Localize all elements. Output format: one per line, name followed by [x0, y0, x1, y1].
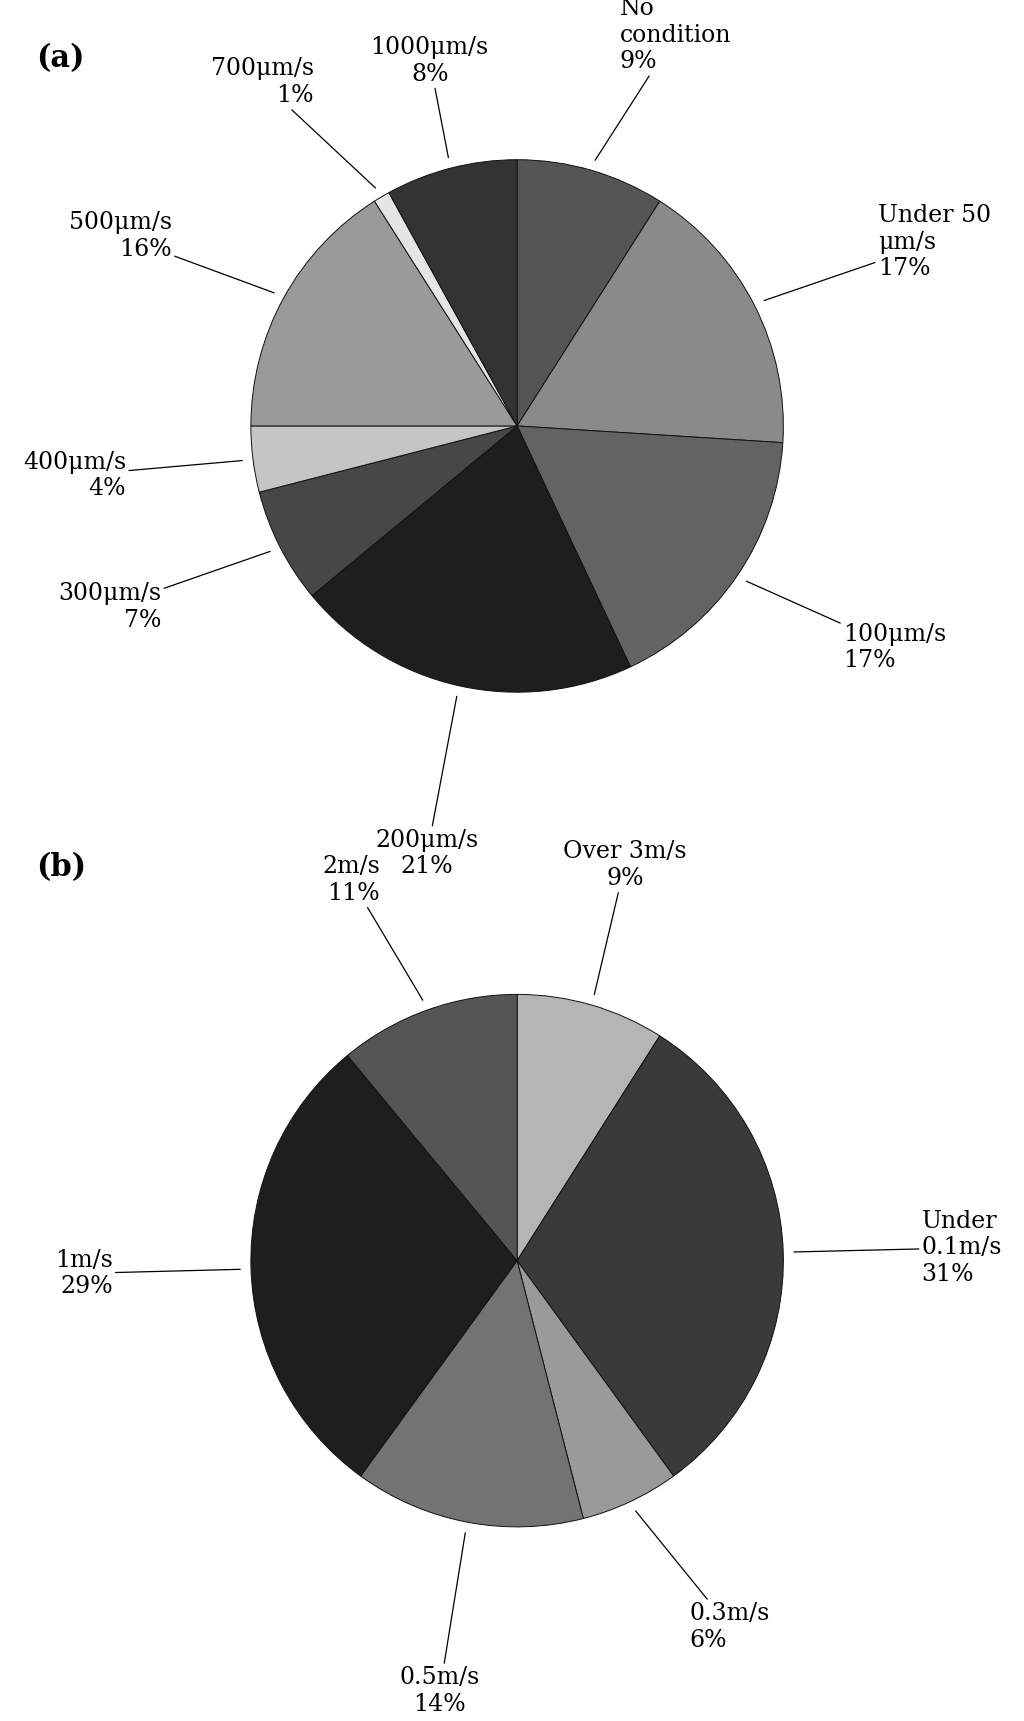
- Wedge shape: [517, 1260, 674, 1518]
- Wedge shape: [251, 1055, 517, 1477]
- Text: 400μm/s
4%: 400μm/s 4%: [23, 451, 243, 501]
- Text: 100μm/s
17%: 100μm/s 17%: [746, 582, 946, 673]
- Wedge shape: [517, 160, 659, 427]
- Wedge shape: [312, 427, 631, 692]
- Wedge shape: [389, 160, 517, 427]
- Wedge shape: [347, 995, 517, 1260]
- Text: (a): (a): [36, 43, 84, 74]
- Text: 1000μm/s
8%: 1000μm/s 8%: [371, 36, 488, 158]
- Wedge shape: [517, 201, 783, 442]
- Wedge shape: [517, 427, 782, 666]
- Wedge shape: [517, 995, 659, 1260]
- Wedge shape: [375, 193, 517, 427]
- Wedge shape: [251, 427, 517, 492]
- Text: 1m/s
29%: 1m/s 29%: [54, 1248, 241, 1298]
- Text: 500μm/s
16%: 500μm/s 16%: [69, 212, 274, 293]
- Wedge shape: [251, 201, 517, 427]
- Text: 700μm/s
1%: 700μm/s 1%: [211, 57, 376, 188]
- Text: 2m/s
11%: 2m/s 11%: [323, 855, 423, 1000]
- Wedge shape: [517, 1036, 783, 1477]
- Text: Under 50
μm/s
17%: Under 50 μm/s 17%: [764, 205, 991, 301]
- Text: 200μm/s
21%: 200μm/s 21%: [376, 697, 479, 878]
- Wedge shape: [360, 1260, 584, 1527]
- Wedge shape: [259, 427, 517, 595]
- Text: 0.3m/s
6%: 0.3m/s 6%: [636, 1511, 770, 1652]
- Text: 300μm/s
7%: 300μm/s 7%: [58, 551, 270, 632]
- Text: Over 3m/s
9%: Over 3m/s 9%: [563, 840, 687, 995]
- Text: Under
0.1m/s
31%: Under 0.1m/s 31%: [794, 1210, 1002, 1286]
- Text: No
condition
9%: No condition 9%: [595, 0, 731, 160]
- Text: 0.5m/s
14%: 0.5m/s 14%: [399, 1533, 480, 1716]
- Text: (b): (b): [36, 852, 86, 883]
